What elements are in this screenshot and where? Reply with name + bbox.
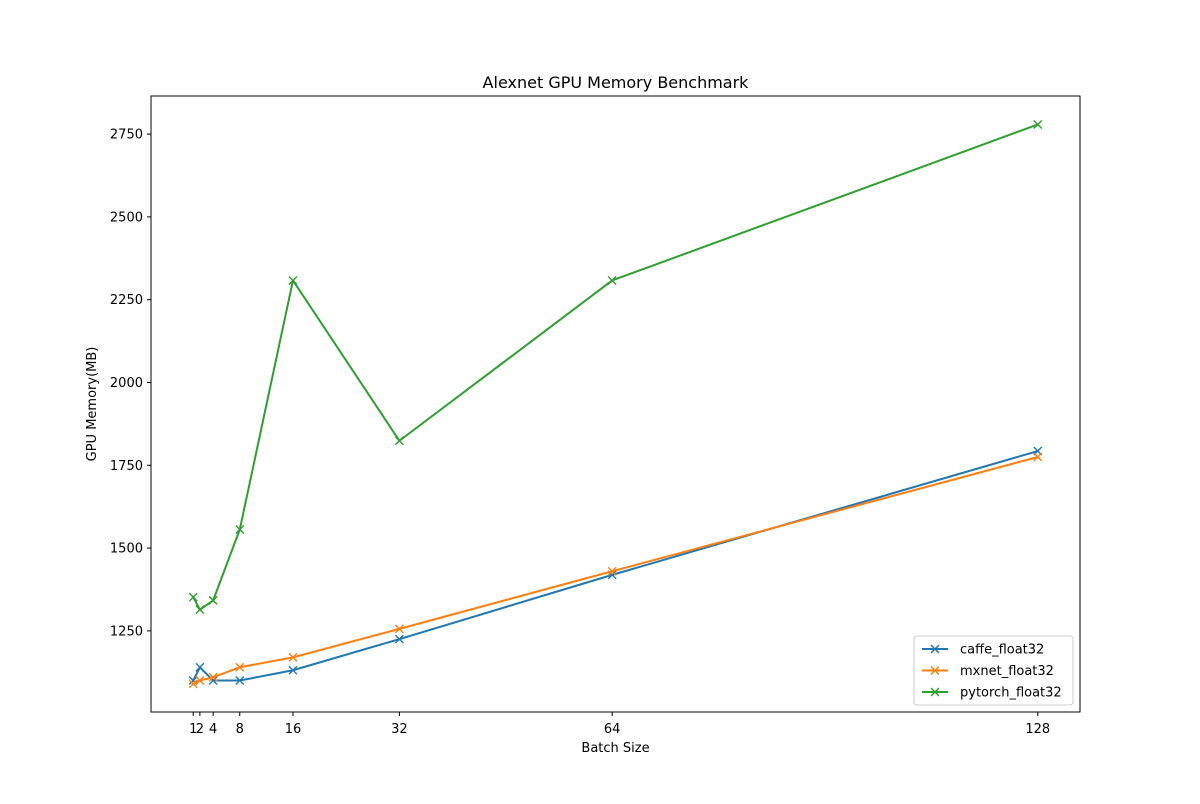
x-tick-label: 128 [1025,722,1050,737]
series-mxnet_float32 [188,452,1043,689]
data-point-marker [288,275,298,285]
series-line [191,455,1039,686]
y-tick-label: 2000 [110,376,143,391]
x-tick-label: 4 [209,722,217,737]
legend-box [913,635,1074,706]
legend-label: mxnet_float32 [960,664,1054,679]
series-layer [188,119,1043,689]
y-tick-label: 2750 [110,128,143,143]
legend-marker [930,666,940,675]
y-tick-label: 1750 [110,459,143,474]
x-tick-label: 8 [236,722,244,737]
data-point-marker [195,662,205,672]
data-point-marker [607,566,617,576]
data-point-marker [394,436,404,446]
y-tick-label: 1250 [110,624,143,639]
data-point-marker [288,665,298,675]
x-tick-label: 64 [604,722,621,737]
y-axis-label: GPU Memory(MB) [85,347,100,462]
x-tick-label: 2 [196,722,204,737]
data-point-marker [1033,452,1043,462]
data-point-marker [188,679,198,689]
data-point-marker [195,676,205,686]
x-tick-label: 32 [391,722,408,737]
data-point-marker [235,525,245,535]
data-point-marker [1033,119,1043,129]
legend-item: caffe_float32 [922,643,1044,658]
legend: caffe_float32 mxnet_float32 pytorch_float3… [913,635,1074,706]
legend-marker [930,644,940,654]
data-point-marker [208,672,218,682]
data-point-marker [235,662,245,672]
y-tick-label: 2500 [110,210,143,225]
legend-label: caffe_float32 [960,643,1044,658]
legend-marker [930,687,940,697]
x-axis-label: Batch Size [581,741,649,756]
y-tick-label: 1500 [110,542,143,557]
x-tick-label: 1 [189,722,197,737]
data-point-marker [288,652,298,662]
data-point-marker [235,676,245,686]
chart-title: Alexnet GPU Memory Benchmark [483,73,750,92]
plot-frame [150,95,1081,713]
data-point-marker [195,605,205,615]
y-tick-label: 2250 [110,293,143,308]
data-point-marker [394,634,404,644]
legend-label: pytorch_float32 [960,686,1062,701]
data-point-marker [208,595,218,605]
x-tick-label: 16 [285,722,302,737]
y-axis: 1250 1500 1750 2000 2250 2500 2750 [110,128,151,639]
data-point-marker [188,592,198,602]
series-pytorch_float32 [188,119,1043,615]
legend-item: mxnet_float32 [922,664,1054,679]
data-point-marker [394,624,404,634]
legend-item: pytorch_float32 [922,686,1062,701]
data-point-marker [607,275,617,285]
x-axis: 12 4 8 16 32 64 128 [189,712,1050,737]
series-caffe_float32 [188,446,1043,686]
